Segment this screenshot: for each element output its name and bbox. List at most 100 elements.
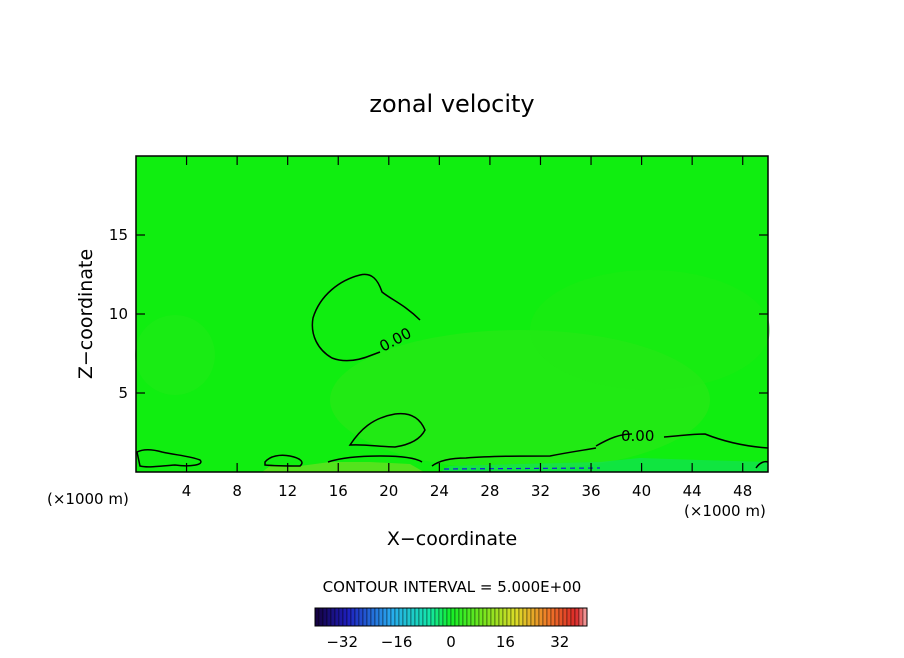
colorbar-cell [506,607,512,627]
colorbar-cell [414,607,420,627]
colorbar-cell [350,607,356,627]
colorbar-cell [362,607,368,627]
chart-title: zonal velocity [369,90,534,118]
field-shade-surface-positive [262,462,424,472]
x-tick-label: 36 [581,482,600,500]
colorbar-cell [578,607,584,627]
colorbar-cell [438,607,444,627]
field-shade-left [135,315,215,395]
colorbar: −32 −16 0 16 32 [314,607,588,651]
contour-surface-blob-3 [264,454,303,467]
colorbar-cell [542,607,548,627]
x-unit-left: (×1000 m) [47,490,129,508]
colorbar-cell [558,607,564,627]
colorbar-cell [474,607,480,627]
field-shade-surface-negative [440,458,768,472]
colorbar-cell [514,607,520,627]
x-tick-label: 48 [733,482,752,500]
colorbar-cell [398,607,404,627]
colorbar-cell [502,607,508,627]
colorbar-cell [478,607,484,627]
colorbar-cell [318,607,324,627]
y-tick-label: 10 [109,305,128,323]
colorbar-cell [462,607,468,627]
colorbar-cell [534,607,540,627]
y-axis-label: Z−coordinate [75,249,97,379]
x-tick-label: 20 [379,482,398,500]
colorbar-cell [546,607,552,627]
colorbar-cell [402,607,408,627]
y-axis-ticks: 5 10 15 [109,226,768,402]
field-shade-lower-right [330,330,710,470]
colorbar-cell [334,607,340,627]
contour-label-lower: 0.00 [621,427,654,445]
x-tick-label: 44 [683,482,702,500]
colorbar-cell [370,607,376,627]
y-tick-label: 5 [118,384,128,402]
colorbar-cell [450,607,456,627]
contour-interval-label: CONTOUR INTERVAL = 5.000E+00 [323,578,582,596]
colorbar-cell [554,607,560,627]
x-axis-label: X−coordinate [387,528,517,550]
colorbar-cell [510,607,516,627]
x-unit-right: (×1000 m) [684,502,766,520]
colorbar-cell [354,607,360,627]
colorbar-cell [322,607,328,627]
x-axis-ticks: 4 8 12 16 20 24 28 32 36 40 44 48 [182,156,752,500]
contour-right-corner [755,460,769,469]
contour-surface-blob-1 [348,412,426,448]
x-tick-label: 32 [531,482,550,500]
colorbar-cell [418,607,424,627]
x-tick-label: 4 [182,482,192,500]
colorbar-cell [582,607,588,627]
contour-surface-line [431,447,597,467]
colorbar-cell [342,607,348,627]
contour-lower-zero [595,433,769,449]
x-tick-label: 24 [430,482,449,500]
colorbar-cell [434,607,440,627]
colorbar-cell [570,607,576,627]
colorbar-cell [382,607,388,627]
colorbar-cell [390,607,396,627]
colorbar-cell [446,607,452,627]
contour-surface-blob-4 [327,455,423,463]
colorbar-cell [330,607,336,627]
colorbar-cell [530,607,536,627]
colorbar-cell [574,607,580,627]
colorbar-cell [498,607,504,627]
colorbar-cell [550,607,556,627]
colorbar-cell [346,607,352,627]
colorbar-cell [526,607,532,627]
x-tick-label: 8 [232,482,242,500]
colorbar-tick-label: −16 [381,633,413,651]
colorbar-cell [458,607,464,627]
colorbar-cell [410,607,416,627]
colorbar-cell [378,607,384,627]
colorbar-cell [566,607,572,627]
colorbar-cell [562,607,568,627]
colorbar-cell [466,607,472,627]
colorbar-cell [454,607,460,627]
y-tick-label: 15 [109,226,128,244]
colorbar-ticks: −32 −16 0 16 32 [326,633,569,651]
x-tick-label: 40 [632,482,651,500]
colorbar-cell [422,607,428,627]
colorbar-cells [314,607,588,627]
contour-surface-blob-2 [136,448,202,468]
colorbar-cell [406,607,412,627]
field-shade-right-mid [530,270,770,390]
colorbar-cell [490,607,496,627]
colorbar-cell [470,607,476,627]
colorbar-cell [538,607,544,627]
colorbar-cell [430,607,436,627]
colorbar-tick-label: 0 [446,633,456,651]
colorbar-cell [374,607,380,627]
colorbar-cell [442,607,448,627]
colorbar-cell [326,607,332,627]
colorbar-frame [314,607,588,627]
colorbar-cell [494,607,500,627]
colorbar-cell [486,607,492,627]
colorbar-cell [482,607,488,627]
colorbar-tick-label: 16 [496,633,515,651]
